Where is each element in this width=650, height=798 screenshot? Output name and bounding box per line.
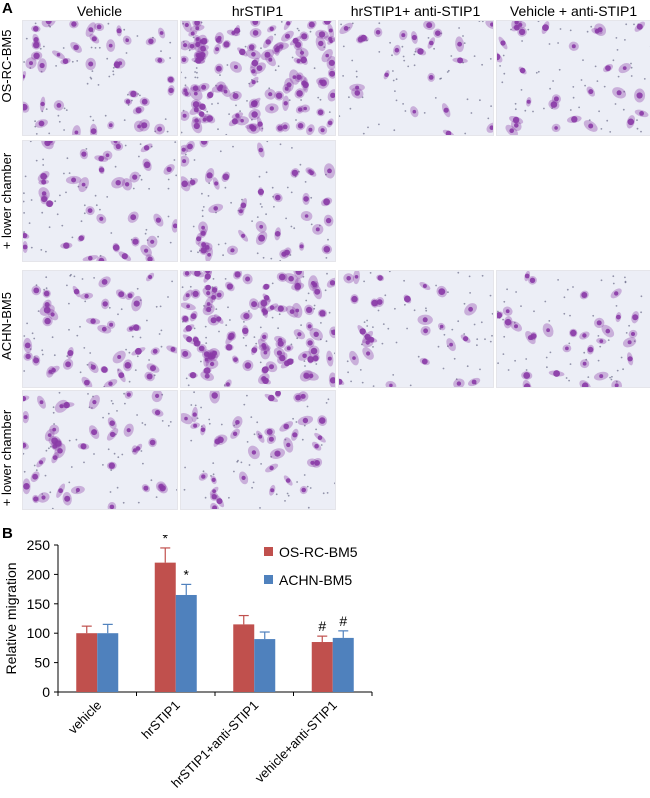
micrograph-achn-bm5-hrstip1	[180, 270, 336, 388]
micrograph-os-rc-bm5-vehicle-anti-stip1	[496, 20, 650, 136]
y-axis-label: Relative migration	[3, 562, 19, 674]
y-tick-label-150: 150	[27, 596, 51, 612]
legend-swatch-os-rc-bm5	[264, 547, 273, 556]
column-header-hrstip1-anti-stip1: hrSTIP1+ anti-STIP1	[350, 3, 481, 19]
row-label-achn-bm5: ACHN-BM5	[0, 292, 14, 360]
bar-achn-bm5-3	[332, 637, 354, 692]
bar-os-rc-bm5-0	[76, 633, 98, 692]
micrograph-os-rc-bm5-hrstip1-anti-stip1	[338, 20, 494, 136]
x-tick-label-2: hrSTIP1+anti-STIP1	[168, 698, 261, 791]
significance-mark-3: #	[339, 613, 347, 629]
significance-mark-2: #	[318, 618, 326, 634]
legend-swatch-achn-bm5	[264, 575, 273, 584]
bar-achn-bm5-2	[254, 639, 276, 692]
y-tick-label-250: 250	[27, 537, 51, 553]
micrograph-os-rc-bm5-hrstip1	[180, 20, 336, 136]
bar-achn-bm5-0	[97, 633, 119, 692]
column-header-vehicle-anti-stip1: Vehicle + anti-STIP1	[509, 3, 638, 19]
x-tick-label-3: vehicle+anti-STIP1	[252, 698, 340, 786]
y-tick-label-0: 0	[42, 684, 50, 700]
micrograph-achn-bm5-lower-vehicle	[22, 390, 178, 510]
micrograph-achn-bm5-vehicle-anti-stip1	[496, 270, 650, 388]
column-header-vehicle: Vehicle	[76, 3, 123, 19]
micrograph-achn-bm5-hrstip1-anti-stip1	[338, 270, 494, 388]
micrograph-os-rc-bm5-vehicle	[22, 20, 178, 136]
y-tick-label-50: 50	[34, 655, 50, 671]
legend-label-achn-bm5: ACHN-BM5	[279, 572, 352, 588]
micrograph-os-rc-bm5-lower-hrstip1	[180, 140, 336, 262]
x-tick-label-0: vehicle	[65, 698, 104, 737]
micrograph-achn-bm5-lower-hrstip1	[180, 390, 336, 510]
bar-os-rc-bm5-1	[154, 562, 176, 692]
migration-bar-chart: 0 50 100 150 200 250 Relative migration * * # # veh…	[3, 535, 373, 791]
y-tick-label-200: 200	[27, 566, 51, 582]
bar-achn-bm5-1	[175, 594, 197, 692]
row-label-os-rc-bm5: OS-RC-BM5	[0, 29, 14, 103]
x-tick-label-1: hrSTIP1	[139, 698, 183, 742]
bar-os-rc-bm5-2	[233, 624, 255, 692]
row-label-lower-chamber-2: + lower chamber	[0, 409, 14, 507]
significance-mark-1: *	[184, 566, 190, 582]
y-tick-label-100: 100	[27, 625, 51, 641]
panel-a-label: A	[2, 0, 13, 17]
column-header-hrstip1: hrSTIP1	[231, 3, 284, 19]
legend-label-os-rc-bm5: OS-RC-BM5	[279, 544, 358, 560]
micrograph-os-rc-bm5-lower-vehicle	[22, 140, 178, 262]
row-label-lower-chamber-1: + lower chamber	[0, 152, 14, 250]
micrograph-achn-bm5-vehicle	[22, 270, 178, 388]
panel-b-label: B	[2, 525, 13, 542]
significance-mark-0: *	[163, 535, 169, 546]
bar-os-rc-bm5-3	[311, 642, 333, 692]
